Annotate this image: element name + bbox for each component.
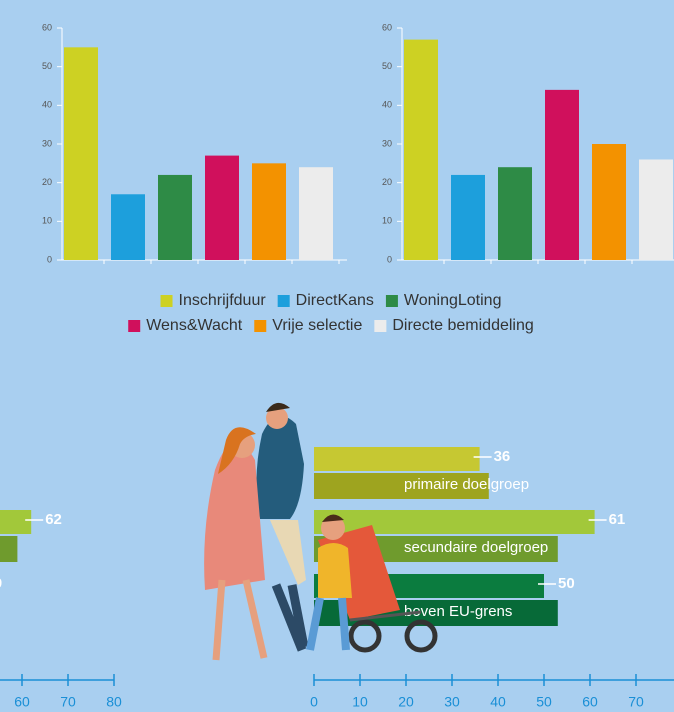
legend-label: Directe bemiddeling — [392, 317, 533, 334]
bar-label: primaire doelgroep — [404, 476, 529, 493]
illustration — [204, 402, 438, 661]
y-tick-label: 0 — [387, 254, 392, 264]
y-tick-label: 20 — [42, 177, 52, 187]
x-tick-label: 30 — [444, 694, 460, 710]
value-label: 49 — [0, 575, 2, 592]
x-tick-label: 10 — [352, 694, 368, 710]
bar — [0, 510, 32, 534]
x-tick-label: 40 — [490, 694, 506, 710]
bar — [299, 167, 333, 260]
x-tick-label: 0 — [310, 694, 318, 710]
x-tick-label: 70 — [60, 694, 76, 710]
bar — [498, 167, 532, 260]
legend-swatch — [277, 295, 290, 307]
y-tick-label: 40 — [382, 100, 392, 110]
legend-swatch — [160, 295, 173, 307]
bar — [404, 39, 438, 260]
y-tick-label: 50 — [42, 61, 52, 71]
value-label: 62 — [45, 511, 62, 528]
bar — [545, 89, 579, 260]
legend-swatch — [128, 320, 141, 332]
legend-swatch — [374, 320, 387, 332]
y-tick-label: 50 — [382, 61, 392, 71]
bar — [451, 174, 485, 260]
value-label: 50 — [558, 575, 575, 592]
legend-label: Vrije selectie — [272, 317, 362, 334]
legend-label: Wens&Wacht — [146, 317, 243, 334]
y-tick-label: 20 — [382, 177, 392, 187]
legend-label: WoningLoting — [404, 292, 502, 309]
bar — [252, 163, 286, 260]
bar — [314, 447, 480, 471]
x-tick-label: 20 — [398, 694, 414, 710]
x-tick-label: 70 — [628, 694, 644, 710]
bar — [0, 536, 18, 562]
y-tick-label: 60 — [42, 22, 52, 32]
legend-swatch — [385, 295, 398, 307]
bar — [639, 159, 673, 260]
value-label: 61 — [609, 511, 626, 528]
bar-label: secundaire doelgroep — [404, 539, 548, 556]
x-tick-label: 50 — [536, 694, 552, 710]
bar — [158, 174, 192, 260]
bar — [111, 194, 145, 260]
y-tick-label: 40 — [42, 100, 52, 110]
bar — [592, 144, 626, 260]
bar — [205, 155, 239, 260]
y-tick-label: 10 — [42, 216, 52, 226]
y-tick-label: 30 — [382, 138, 392, 148]
x-tick-label: 80 — [106, 694, 122, 710]
legend-label: DirectKans — [296, 292, 374, 309]
x-tick-label: 60 — [14, 694, 30, 710]
y-tick-label: 0 — [47, 254, 52, 264]
legend-swatch — [254, 320, 267, 332]
bar-label: boven EU-grens — [404, 603, 512, 620]
y-tick-label: 10 — [382, 216, 392, 226]
value-label: 36 — [494, 448, 511, 465]
x-tick-label: 60 — [582, 694, 598, 710]
y-tick-label: 60 — [382, 22, 392, 32]
bar — [314, 473, 489, 499]
bar — [64, 47, 98, 261]
legend-label: Inschrijfduur — [179, 292, 267, 309]
y-tick-label: 30 — [42, 138, 52, 148]
